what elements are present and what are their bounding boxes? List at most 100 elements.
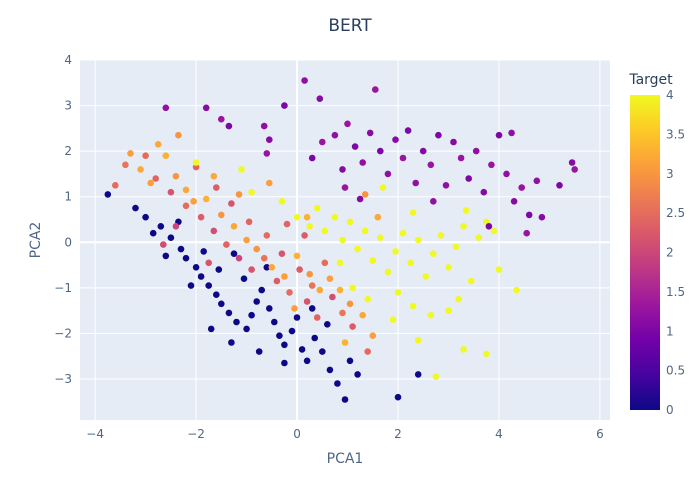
data-point xyxy=(324,321,331,328)
data-point xyxy=(495,131,503,139)
colorbar-tick-label: 2 xyxy=(666,246,674,260)
y-axis-ticks: −3 −2 −1 0 1 2 3 4 xyxy=(54,53,72,386)
data-point xyxy=(369,332,377,340)
colorbar-tick-label: 3.5 xyxy=(666,127,685,141)
data-point xyxy=(490,227,498,235)
data-point xyxy=(435,131,442,139)
data-point xyxy=(137,166,144,173)
x-tick-label: −2 xyxy=(187,427,205,441)
data-point xyxy=(452,243,460,251)
data-point xyxy=(293,213,301,221)
x-axis-ticks: −4 −2 0 2 4 6 xyxy=(86,427,603,441)
y-tick-label: 2 xyxy=(64,144,72,158)
data-point xyxy=(149,229,157,237)
data-point xyxy=(341,339,349,346)
data-point xyxy=(495,266,503,273)
data-point xyxy=(228,200,235,207)
data-point xyxy=(372,86,379,93)
data-point xyxy=(192,159,200,166)
colorbar-tick-label: 1.5 xyxy=(666,285,685,299)
data-point xyxy=(147,179,154,187)
data-point xyxy=(339,236,346,244)
data-point xyxy=(298,346,306,353)
data-point xyxy=(556,182,563,189)
data-point xyxy=(225,122,233,130)
data-point xyxy=(225,309,233,317)
data-point xyxy=(296,266,303,273)
data-point xyxy=(316,286,324,294)
data-point xyxy=(293,252,301,260)
data-point xyxy=(202,195,210,203)
data-point xyxy=(104,191,112,198)
data-point xyxy=(407,259,414,267)
data-point xyxy=(205,282,212,289)
data-point xyxy=(271,318,278,326)
data-point xyxy=(245,218,253,226)
data-point xyxy=(414,371,422,378)
data-point xyxy=(142,152,149,159)
data-point xyxy=(430,198,437,205)
data-point xyxy=(308,282,316,289)
data-point xyxy=(160,241,167,248)
data-point xyxy=(210,227,218,235)
data-point xyxy=(389,316,397,324)
data-point xyxy=(359,311,367,319)
data-point xyxy=(568,159,576,166)
data-point xyxy=(518,184,525,191)
data-point xyxy=(321,227,329,235)
data-point xyxy=(331,213,339,221)
data-point xyxy=(336,286,344,294)
data-point xyxy=(571,166,578,173)
data-point xyxy=(488,161,495,169)
data-point xyxy=(508,129,515,137)
colorbar-title: Target xyxy=(628,72,673,88)
data-point xyxy=(392,248,399,255)
data-point xyxy=(384,170,392,178)
x-tick-label: 0 xyxy=(293,427,301,441)
data-point xyxy=(319,138,326,146)
data-point xyxy=(301,232,308,239)
data-point xyxy=(243,325,250,333)
data-point xyxy=(432,373,440,381)
data-point xyxy=(379,184,387,191)
data-point xyxy=(192,163,200,171)
data-point xyxy=(455,295,462,303)
data-point xyxy=(503,170,510,178)
data-point xyxy=(266,179,273,187)
data-point xyxy=(513,286,520,294)
data-point xyxy=(341,184,349,191)
data-point xyxy=(230,250,238,257)
data-point xyxy=(200,248,207,255)
data-points xyxy=(104,77,578,403)
data-point xyxy=(404,127,412,134)
data-point xyxy=(154,141,162,148)
colorbar-tick-label: 0.5 xyxy=(666,364,685,378)
data-point xyxy=(258,286,266,294)
colorbar-tick-label: 0 xyxy=(666,403,674,417)
data-point xyxy=(187,282,195,289)
data-point xyxy=(392,136,399,143)
data-point xyxy=(351,143,359,150)
colorbar-tick-label: 3 xyxy=(666,167,674,181)
data-point xyxy=(316,95,324,102)
data-point xyxy=(190,198,197,205)
data-point xyxy=(311,334,319,342)
data-point xyxy=(445,264,452,271)
data-point xyxy=(218,211,225,219)
chart-title: BERT xyxy=(328,16,372,36)
data-point xyxy=(346,218,354,226)
data-point xyxy=(313,314,321,321)
data-point xyxy=(369,257,377,264)
data-point xyxy=(281,341,288,349)
data-point xyxy=(374,213,382,221)
data-point xyxy=(233,318,240,326)
data-point xyxy=(122,161,129,169)
data-point xyxy=(308,305,316,312)
data-point xyxy=(349,284,356,292)
data-point xyxy=(377,147,384,155)
data-point xyxy=(472,147,480,155)
data-point xyxy=(427,161,435,169)
data-point xyxy=(349,323,356,330)
y-tick-label: 4 xyxy=(64,53,72,67)
data-point xyxy=(422,273,430,280)
